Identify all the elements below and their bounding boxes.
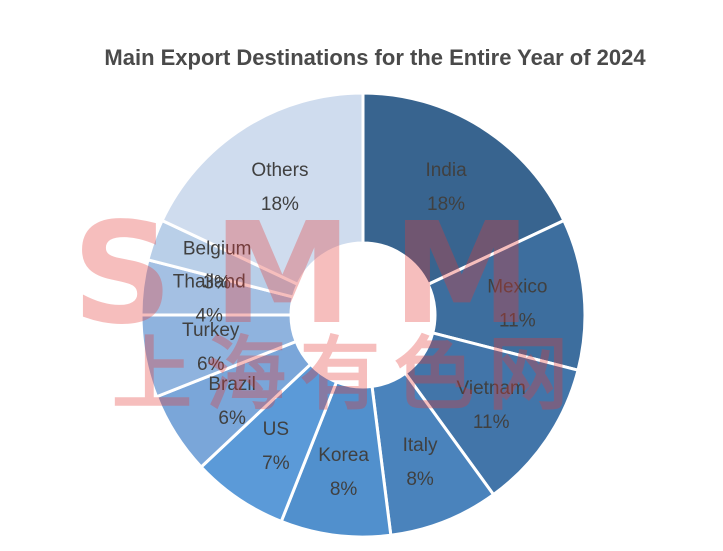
slice-value-belgium: 3% — [203, 272, 231, 293]
slice-label-us: US — [263, 419, 289, 440]
slice-label-brazil: Brazil — [208, 374, 256, 395]
chart-title: Main Export Destinations for the Entire … — [104, 45, 646, 70]
slice-label-vietnam: Vietnam — [457, 378, 526, 399]
slice-india — [361, 91, 566, 287]
slice-others — [160, 91, 365, 287]
slice-label-thailand: Thailand — [173, 272, 246, 293]
slice-label-others: Others — [251, 160, 308, 181]
slice-label-mexico: Mexico — [487, 276, 547, 297]
slice-value-mexico: 11% — [499, 310, 536, 331]
slice-mexico — [426, 218, 587, 373]
slice-value-brazil: 6% — [218, 408, 246, 429]
slices-group — [139, 91, 587, 539]
slice-vietnam — [403, 331, 580, 497]
slice-value-vietnam: 11% — [473, 412, 510, 433]
labels-group: India 18% Mexico 11% Vietnam 11% Italy 8% Korea 8… — [173, 160, 548, 500]
slice-value-turkey: 6% — [197, 354, 225, 375]
slice-value-others: 18% — [261, 194, 299, 215]
slice-value-italy: 8% — [406, 469, 434, 490]
slice-label-turkey: Turkey — [182, 320, 240, 341]
slice-value-india: 18% — [427, 194, 465, 215]
slice-label-korea: Korea — [318, 445, 369, 466]
slice-value-korea: 8% — [330, 479, 358, 500]
slice-value-us: 7% — [262, 453, 290, 474]
slice-label-italy: Italy — [403, 435, 438, 456]
slice-label-belgium: Belgium — [183, 238, 252, 259]
slice-label-india: India — [425, 160, 467, 181]
slice-value-thailand: 4% — [195, 306, 223, 327]
